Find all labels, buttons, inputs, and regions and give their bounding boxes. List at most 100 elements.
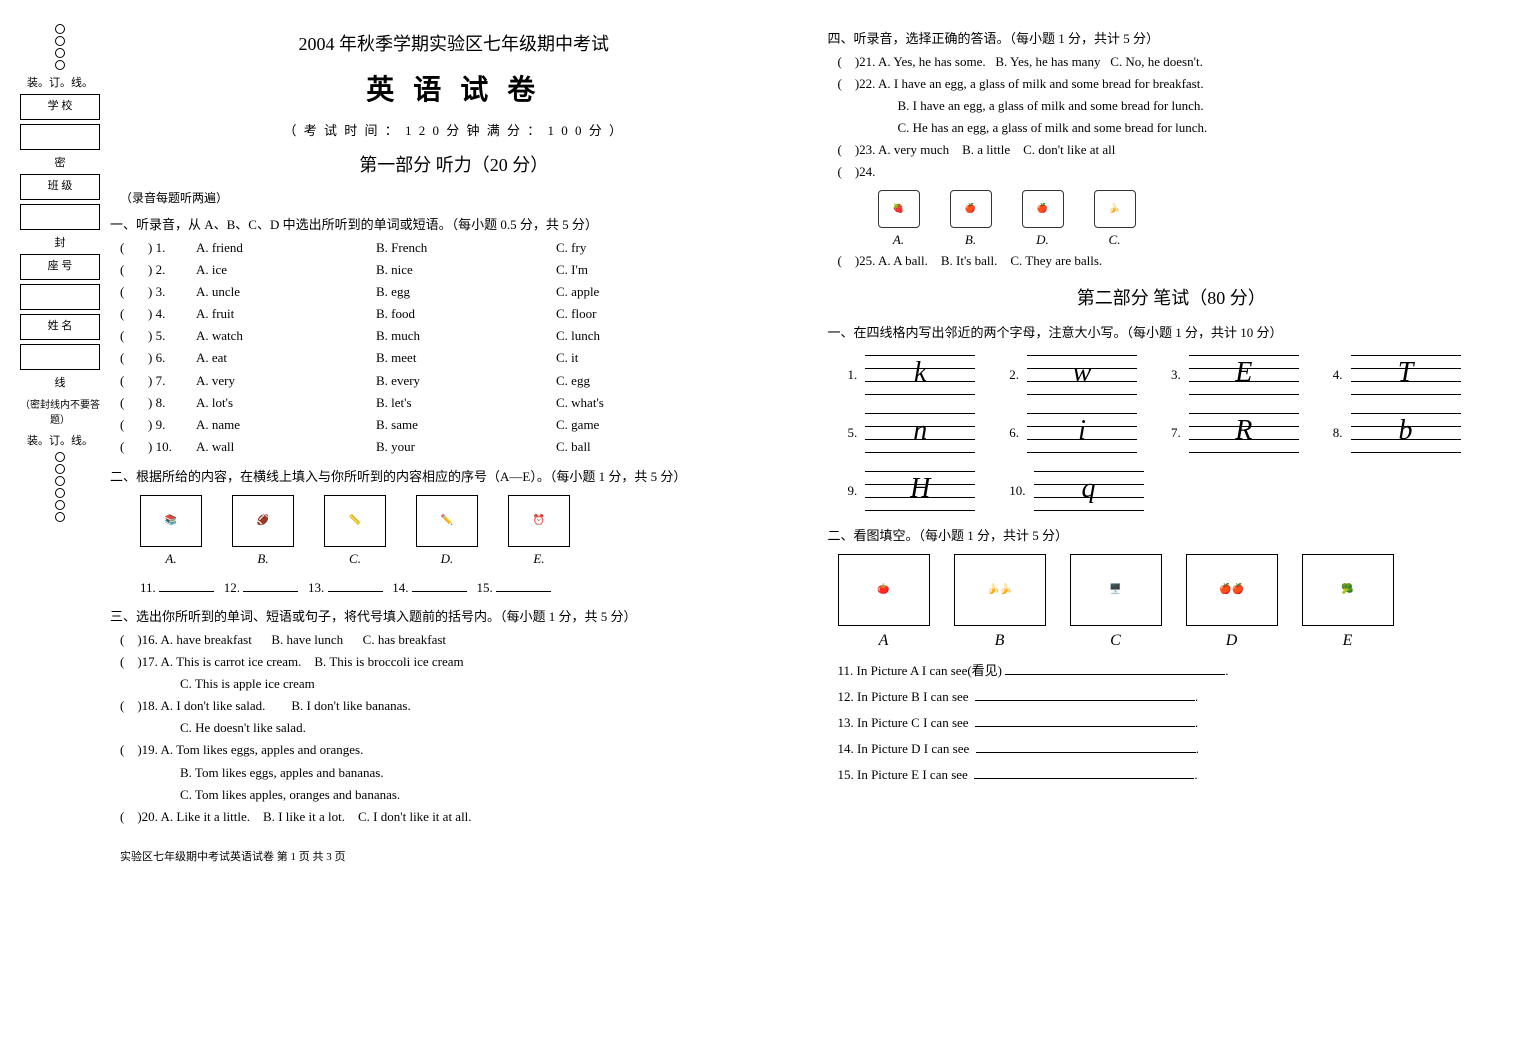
time-score-line: （ 考 试 时 间 ： 1 2 0 分 钟 满 分 ： 1 0 0 分 ） bbox=[110, 120, 798, 139]
fourline-item: 10.q bbox=[1009, 471, 1143, 511]
fourline-num: 6. bbox=[1009, 425, 1019, 441]
img-letter-b: B. bbox=[232, 551, 294, 567]
bind-xian: 线 bbox=[20, 374, 100, 390]
q24-img-d: 🍎 bbox=[1022, 190, 1064, 228]
q19-a: A. Tom likes eggs, apples and oranges. bbox=[160, 742, 363, 757]
fourline-box[interactable]: T bbox=[1351, 355, 1461, 395]
fourline-num: 3. bbox=[1171, 367, 1181, 383]
img-letter-e: E. bbox=[508, 551, 570, 567]
q18-a: A. I don't like salad. bbox=[160, 698, 265, 713]
pic-letter-b: B bbox=[954, 632, 1046, 650]
q21-a: A. Yes, he has some. bbox=[878, 54, 986, 69]
fourline-letter: T bbox=[1398, 359, 1414, 387]
blank-12[interactable] bbox=[243, 577, 298, 592]
fourline-letter: w bbox=[1073, 359, 1092, 387]
written-s1-head: 一、在四线格内写出邻近的两个字母，注意大小写。（每小题 1 分，共计 10 分） bbox=[828, 322, 1516, 341]
blank-15[interactable] bbox=[496, 577, 551, 592]
bind-vtext: 装。订。线。 bbox=[20, 74, 100, 90]
pic-e: 🥦 bbox=[1302, 554, 1394, 626]
listening-row: () 1.A. friendB. FrenchC. fry bbox=[110, 237, 798, 259]
fill-13-text: 13. In Picture C I can see bbox=[838, 715, 969, 730]
pic-letter-c: C bbox=[1070, 632, 1162, 650]
exam-title: 2004 年秋季学期实验区七年级期中考试 bbox=[110, 30, 798, 56]
q18-c: C. He doesn't like salad. bbox=[180, 720, 306, 735]
bind-name-input[interactable] bbox=[20, 344, 100, 370]
listening-row: () 9.A. nameB. sameC. game bbox=[110, 414, 798, 436]
bind-seat-input[interactable] bbox=[20, 284, 100, 310]
q22-a: A. I have an egg, a glass of milk and so… bbox=[878, 76, 1204, 91]
q16-b: B. have lunch bbox=[271, 632, 343, 647]
fourline-letter: k bbox=[914, 359, 926, 387]
fourline-box[interactable]: w bbox=[1027, 355, 1137, 395]
q17-a: A. This is carrot ice cream. bbox=[160, 654, 301, 669]
fill-12-blank[interactable] bbox=[975, 686, 1195, 701]
listening-row: () 2.A. iceB. niceC. I'm bbox=[110, 259, 798, 281]
q20-c: C. I don't like it at all. bbox=[358, 809, 472, 824]
fourline-box[interactable]: n bbox=[865, 413, 975, 453]
q22-c: C. He has an egg, a glass of milk and so… bbox=[898, 120, 1208, 135]
blank-13[interactable] bbox=[328, 577, 383, 592]
listening-row: () 4.A. fruitB. foodC. floor bbox=[110, 303, 798, 325]
fourline-num: 7. bbox=[1171, 425, 1181, 441]
fourline-letter: n bbox=[913, 417, 927, 445]
listening-row: () 3.A. uncleB. eggC. apple bbox=[110, 281, 798, 303]
audio-note: （录音每题听两遍） bbox=[120, 189, 798, 206]
q22-num: )22. bbox=[855, 76, 876, 91]
binding-column: 装。订。线。 学 校 密 班 级 封 座 号 姓 名 线 （密封线内不要答题） … bbox=[20, 20, 100, 864]
q24: ( )24. bbox=[828, 161, 1516, 183]
section1-head: 一、听录音，从 A、B、C、D 中选出所听到的单词或短语。（每小题 0.5 分，… bbox=[110, 214, 798, 233]
fill-14-blank[interactable] bbox=[976, 738, 1196, 753]
q25-num: )25. bbox=[855, 253, 876, 268]
fill-11-blank[interactable] bbox=[1005, 660, 1225, 675]
fourline-box[interactable]: q bbox=[1034, 471, 1144, 511]
blank-num-14: 14. bbox=[392, 580, 408, 595]
page-left: 装。订。线。 学 校 密 班 级 封 座 号 姓 名 线 （密封线内不要答题） … bbox=[110, 20, 798, 864]
fourline-box[interactable]: R bbox=[1189, 413, 1299, 453]
page-footer: 实验区七年级期中考试英语试卷 第 1 页 共 3 页 bbox=[110, 848, 798, 864]
fourline-num: 1. bbox=[848, 367, 858, 383]
bind-feng: 封 bbox=[20, 234, 100, 250]
q17: ( )17. A. This is carrot ice cream. B. T… bbox=[110, 651, 798, 673]
blank-11[interactable] bbox=[159, 577, 214, 592]
img-letter-a: A. bbox=[140, 551, 202, 567]
fill-15: 15. In Picture E I can see . bbox=[828, 762, 1516, 788]
fill-15-blank[interactable] bbox=[974, 764, 1194, 779]
bind-mi: 密 bbox=[20, 154, 100, 170]
subject-title: 英 语 试 卷 bbox=[110, 68, 798, 108]
fourline-letter: R bbox=[1235, 417, 1252, 445]
q19-b-line: B. Tom likes eggs, apples and bananas. bbox=[110, 762, 798, 784]
q19-b: B. Tom likes eggs, apples and bananas. bbox=[180, 765, 384, 780]
q18-num: )18. bbox=[137, 698, 158, 713]
written-s2-head: 二、看图填空。（每小题 1 分，共计 5 分） bbox=[828, 525, 1516, 544]
section2-head: 二、根据所给的内容，在横线上填入与你所听到的内容相应的序号（A—E）。（每小题 … bbox=[110, 466, 798, 485]
fourline-box[interactable]: k bbox=[865, 355, 975, 395]
fill-12: 12. In Picture B I can see . bbox=[828, 684, 1516, 710]
bind-class-input[interactable] bbox=[20, 204, 100, 230]
fourline-num: 2. bbox=[1009, 367, 1019, 383]
q17-num: )17. bbox=[137, 654, 158, 669]
fourline-letter: i bbox=[1078, 417, 1086, 445]
section4-head: 四、听录音，选择正确的答语。（每小题 1 分，共计 5 分） bbox=[828, 28, 1516, 47]
fourline-letter: H bbox=[910, 475, 930, 503]
q18-b: B. I don't like bananas. bbox=[291, 698, 410, 713]
fourline-box[interactable]: E bbox=[1189, 355, 1299, 395]
fourline-box[interactable]: b bbox=[1351, 413, 1461, 453]
q20-a: A. Like it a little. bbox=[160, 809, 250, 824]
q17-c: C. This is apple ice cream bbox=[180, 676, 315, 691]
fourline-num: 5. bbox=[848, 425, 858, 441]
q22-c-line: C. He has an egg, a glass of milk and so… bbox=[828, 117, 1516, 139]
section2-images: 📚A. 🏈B. 📏C. ✏️D. ⏰E. bbox=[140, 495, 798, 567]
blank-num-15: 15. bbox=[477, 580, 493, 595]
fourline-box[interactable]: i bbox=[1027, 413, 1137, 453]
fill-13-blank[interactable] bbox=[975, 712, 1195, 727]
fill-11-text: 11. In Picture A I can see(看见) bbox=[838, 663, 1003, 678]
blank-14[interactable] bbox=[412, 577, 467, 592]
fourline-item: 1. k bbox=[848, 355, 976, 395]
fourline-box[interactable]: H bbox=[865, 471, 975, 511]
decor-circles-2 bbox=[20, 452, 100, 522]
fourline-letter: q bbox=[1082, 475, 1096, 503]
bind-school-input[interactable] bbox=[20, 124, 100, 150]
fill-11: 11. In Picture A I can see(看见) . bbox=[828, 658, 1516, 684]
fourline-item: 4.T bbox=[1333, 355, 1461, 395]
q17-b: B. This is broccoli ice cream bbox=[314, 654, 463, 669]
